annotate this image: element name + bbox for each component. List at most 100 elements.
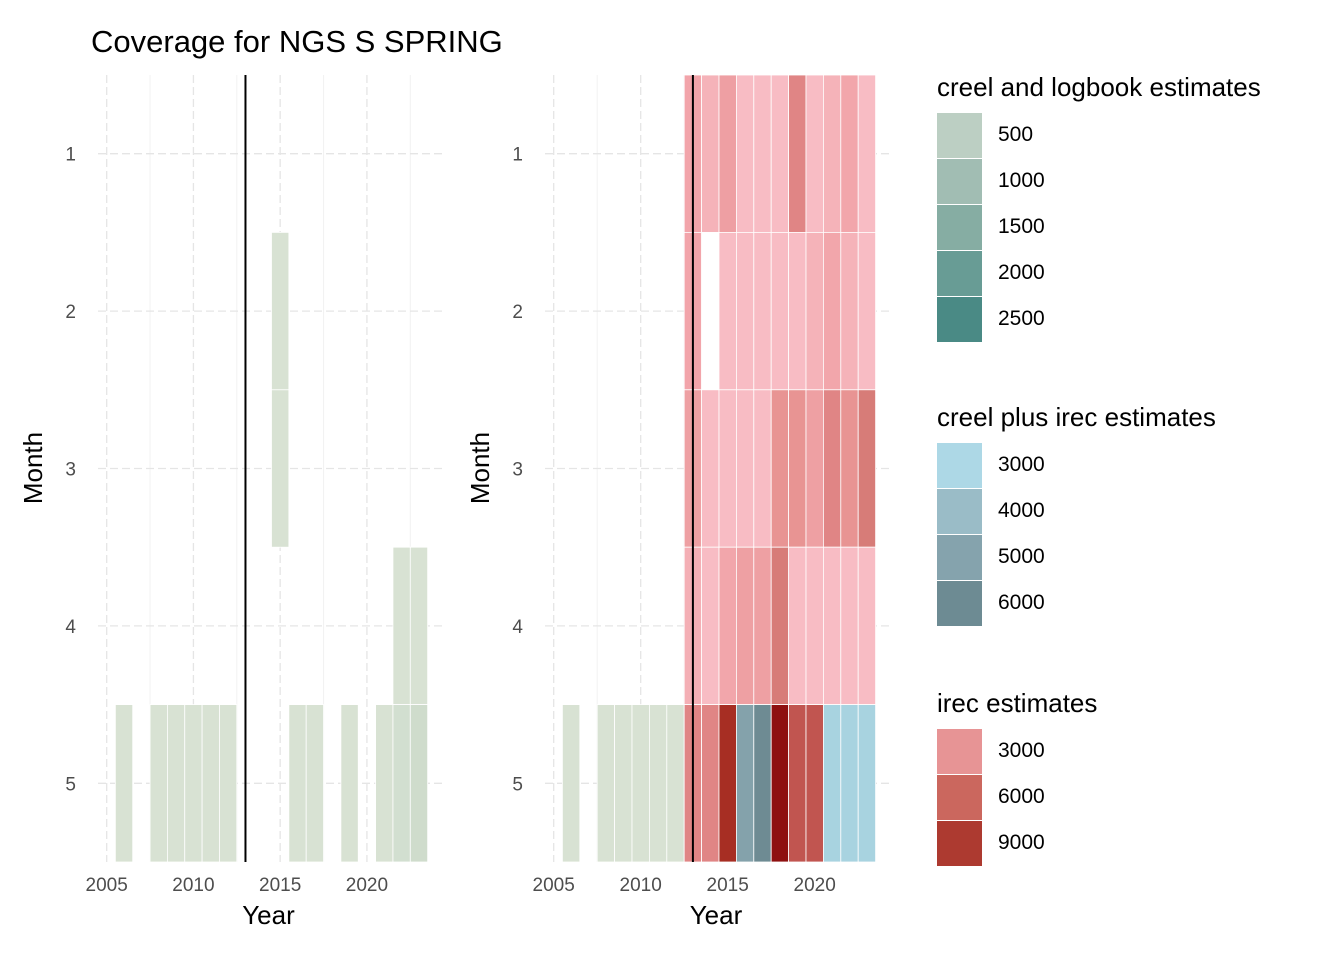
chart-title: Coverage for NGS S SPRING xyxy=(91,24,503,59)
heatmap-tile xyxy=(718,546,737,706)
heatmap-tile xyxy=(840,389,859,548)
legend-swatch xyxy=(937,821,982,866)
heatmap-tile xyxy=(857,389,877,548)
heatmap-tile xyxy=(718,231,737,391)
heatmap-tile xyxy=(788,704,807,863)
heatmap-tile xyxy=(753,231,772,391)
heatmap-tile xyxy=(149,704,168,863)
heatmap-tile xyxy=(736,231,755,391)
legend-item: 3000 xyxy=(937,729,1097,775)
heatmap-tile xyxy=(701,389,720,548)
heatmap-tile xyxy=(805,74,824,233)
legend-label: 3000 xyxy=(998,453,1045,476)
legend-label: 4000 xyxy=(998,499,1045,522)
heatmap-tile xyxy=(805,546,824,706)
y-tick-label: 3 xyxy=(65,460,76,481)
legend-label: 2000 xyxy=(998,261,1045,284)
y-tick-label: 5 xyxy=(65,774,76,795)
heatmap-tile xyxy=(753,704,772,863)
x-tick-label: 2020 xyxy=(794,875,836,896)
legend-swatch xyxy=(937,489,982,534)
legend-swatch xyxy=(937,159,982,204)
heatmap-tile xyxy=(840,231,859,391)
x-tick-label: 2020 xyxy=(346,875,388,896)
heatmap-tile xyxy=(305,704,324,863)
heatmap-tile xyxy=(823,74,842,233)
legend-irec: irec estimates 3000 6000 9000 xyxy=(937,688,1097,867)
x-tick-label: 2005 xyxy=(533,875,575,896)
legend-label: 500 xyxy=(998,123,1034,146)
legend-title: creel plus irec estimates xyxy=(937,402,1216,432)
legend-swatch xyxy=(937,113,982,158)
heatmap-tile xyxy=(770,546,790,706)
heatmap-tile xyxy=(701,546,720,706)
heatmap-tile xyxy=(219,704,238,863)
heatmap-chart: 2005 2010 2015 2020 1 2 3 4 5 Year Month 2005 2010 20… xyxy=(18,74,893,930)
legend-swatch xyxy=(937,205,982,250)
x-axis-label: Year xyxy=(690,900,743,930)
y-tick-label: 4 xyxy=(65,617,76,638)
heatmap-tile xyxy=(562,704,581,863)
x-tick-label: 2010 xyxy=(620,875,662,896)
legend-swatch xyxy=(937,297,982,342)
heatmap-tile xyxy=(840,74,859,233)
legend-swatch xyxy=(937,443,982,488)
heatmap-tile xyxy=(770,231,790,391)
heatmap-tile xyxy=(857,231,877,391)
heatmap-tile xyxy=(114,704,134,863)
y-axis-label: Month xyxy=(465,432,495,504)
y-tick-label: 3 xyxy=(512,460,523,481)
heatmap-tile xyxy=(718,74,737,233)
heatmap-tile xyxy=(166,704,186,863)
heatmap-tile xyxy=(805,231,824,391)
legend-item: 2500 xyxy=(937,297,1261,343)
y-tick-label: 1 xyxy=(512,145,523,166)
heatmap-tile xyxy=(392,704,411,863)
legend-item: 3000 xyxy=(937,443,1216,489)
heatmap-tile xyxy=(788,231,807,391)
legend-item: 6000 xyxy=(937,581,1216,627)
legend-item: 1000 xyxy=(937,159,1261,205)
legend-item: 2000 xyxy=(937,251,1261,297)
heatmap-tile xyxy=(736,704,755,863)
legend-item: 1500 xyxy=(937,205,1261,251)
x-tick-label: 2015 xyxy=(707,875,749,896)
heatmap-tile xyxy=(857,546,877,706)
heatmap-tile xyxy=(701,704,720,863)
legend-label: 5000 xyxy=(998,545,1045,568)
heatmap-tile xyxy=(271,389,290,548)
legend-label: 1000 xyxy=(998,169,1045,192)
legend-label: 9000 xyxy=(998,831,1045,854)
legend-title: irec estimates xyxy=(937,688,1098,718)
legend-swatch xyxy=(937,729,982,774)
heatmap-tile xyxy=(596,704,616,863)
heatmap-tile xyxy=(375,704,394,863)
heatmap-tile xyxy=(840,704,859,863)
heatmap-tile xyxy=(823,704,842,863)
heatmap-tile xyxy=(770,389,790,548)
legend-label: 1500 xyxy=(998,215,1045,238)
heatmap-tile xyxy=(840,546,859,706)
heatmap-tile xyxy=(392,546,411,706)
heatmap-tile xyxy=(736,389,755,548)
heatmap-tile xyxy=(788,74,807,233)
heatmap-tile xyxy=(823,546,842,706)
x-tick-label: 2005 xyxy=(86,875,128,896)
legend-creel-plus-irec: creel plus irec estimates 3000 4000 5000 60… xyxy=(937,402,1216,627)
x-tick-label: 2015 xyxy=(259,875,301,896)
legend-swatch xyxy=(937,581,982,626)
heatmap-tile xyxy=(649,704,668,863)
heatmap-tile xyxy=(409,704,429,863)
heatmap-tile xyxy=(753,74,772,233)
legend-item: 9000 xyxy=(937,821,1097,867)
heatmap-tile xyxy=(857,74,877,233)
heatmap-tile xyxy=(753,546,772,706)
y-tick-label: 1 xyxy=(65,145,76,166)
y-tick-label: 4 xyxy=(512,617,523,638)
legend-creel-logbook: creel and logbook estimates 500 1000 1500 2… xyxy=(937,72,1261,343)
heatmap-tile xyxy=(201,704,220,863)
heatmap-tile xyxy=(805,389,824,548)
heatmap-tile xyxy=(770,74,790,233)
legend-label: 3000 xyxy=(998,739,1045,762)
y-tick-label: 5 xyxy=(512,774,523,795)
